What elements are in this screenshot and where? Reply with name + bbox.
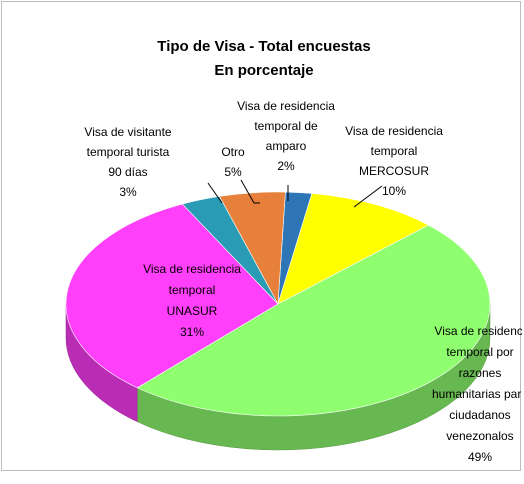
slice-label-line-2-3: humanitarias para <box>432 387 522 401</box>
chart-title: Tipo de Visa - Total encuestas <box>157 38 370 55</box>
slice-label-line-5-0: Otro <box>221 145 245 159</box>
slice-label-line-2-5: venezonalos <box>446 429 513 443</box>
slice-label-line-1-0: Visa de residencia <box>345 124 443 138</box>
slice-label-line-4-1: temporal turista <box>87 145 170 159</box>
leader-line-1 <box>353 185 383 208</box>
slice-label-line-2-2: razones <box>459 366 502 380</box>
slice-percent-label-1: 10% <box>382 184 406 198</box>
slice-label-line-4-2: 90 días <box>108 165 147 179</box>
slice-labels: Visa de residencia temporal de amparo 2% Vis… <box>84 99 522 464</box>
chart-frame: Tipo de Visa - Total encuestas En porcen… <box>1 1 522 471</box>
slice-label-line-0-0: Visa de residencia <box>237 99 335 113</box>
slice-percent-label-0: 2% <box>277 159 295 173</box>
slice-percent-label-5: 5% <box>224 165 242 179</box>
slice-percent-label-3: 31% <box>180 325 204 339</box>
slice-label-line-1-1: temporal <box>371 144 418 158</box>
slice-label-line-3-1: temporal <box>169 283 216 297</box>
slice-label-line-4-0: Visa de visitante <box>84 125 171 139</box>
slice-label-line-2-4: ciudadanos <box>449 408 510 422</box>
pie-top <box>65 191 491 417</box>
pie-slice-1 <box>277 193 430 305</box>
pie-slice-3 <box>65 203 279 389</box>
pie-chart: Tipo de Visa - Total encuestas En porcen… <box>65 38 522 464</box>
pie-slice-5 <box>219 191 286 306</box>
chart-subtitle: En porcentaje <box>214 62 313 79</box>
slice-percent-label-2: 49% <box>468 450 492 464</box>
leader-line-4 <box>207 182 223 204</box>
slice-label-line-0-1: temporal de <box>254 119 318 133</box>
slice-label-line-3-0: Visa de residencia <box>143 262 241 276</box>
pie-slice-2 <box>136 224 491 417</box>
slice-label-line-3-2: UNASUR <box>167 304 218 318</box>
slice-label-line-2-1: temporal por <box>446 345 513 359</box>
slice-label-line-1-2: MERCOSUR <box>359 164 429 178</box>
leader-line-5 <box>240 179 260 204</box>
slice-percent-label-4: 3% <box>119 185 137 199</box>
slice-label-line-0-2: amparo <box>266 139 307 153</box>
leader-lines <box>207 179 383 208</box>
slice-label-line-2-0: Visa de residenci <box>434 324 522 338</box>
